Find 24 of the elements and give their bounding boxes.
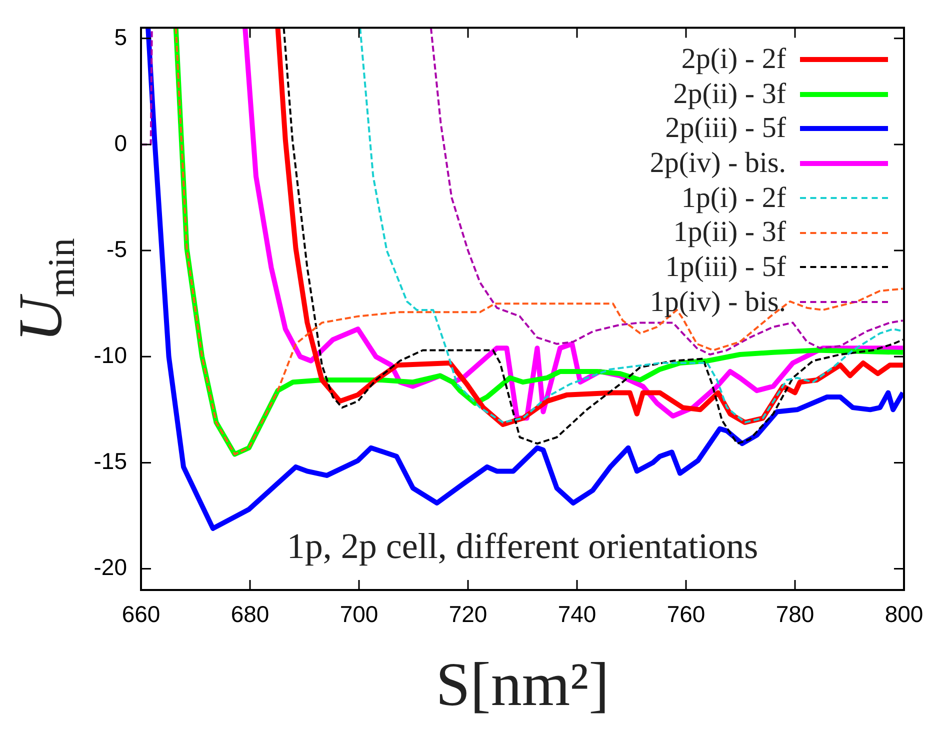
legend-label: 1p(iii) - 5f [665, 250, 786, 284]
y-tick-label: -15 [94, 448, 127, 474]
y-tick-label: -20 [94, 554, 127, 580]
y-tick-label: -10 [94, 342, 127, 368]
x-tick-label: 780 [776, 601, 814, 628]
x-tick-label: 700 [340, 601, 378, 628]
legend-label: 1p(ii) - 3f [673, 216, 786, 250]
annotation: 1p, 2p cell, different orientations [286, 525, 760, 567]
y-tick-label: 0 [114, 130, 127, 156]
legend-label: 1p(i) - 2f [681, 182, 786, 215]
x-axis-title: S[nm²] [434, 650, 610, 721]
legend-label: 2p(ii) - 3f [673, 78, 786, 111]
x-tick-label: 680 [230, 601, 270, 628]
y-tick-label: 5 [114, 24, 127, 50]
legend-label: 1p(iv) - bis. [650, 286, 786, 319]
legend-label: 2p(iv) - bis. [650, 146, 786, 180]
x-tick-label: 800 [884, 601, 924, 628]
y-tick-label: -5 [106, 236, 127, 262]
x-tick-label: 660 [122, 601, 160, 628]
legend-label: 2p(iii) - 5f [665, 112, 786, 146]
x-tick-label: 720 [448, 601, 488, 628]
legend-label: 2p(i) - 2f [681, 42, 786, 76]
x-tick-label: 740 [558, 601, 596, 628]
x-tick-label: 760 [666, 601, 706, 628]
